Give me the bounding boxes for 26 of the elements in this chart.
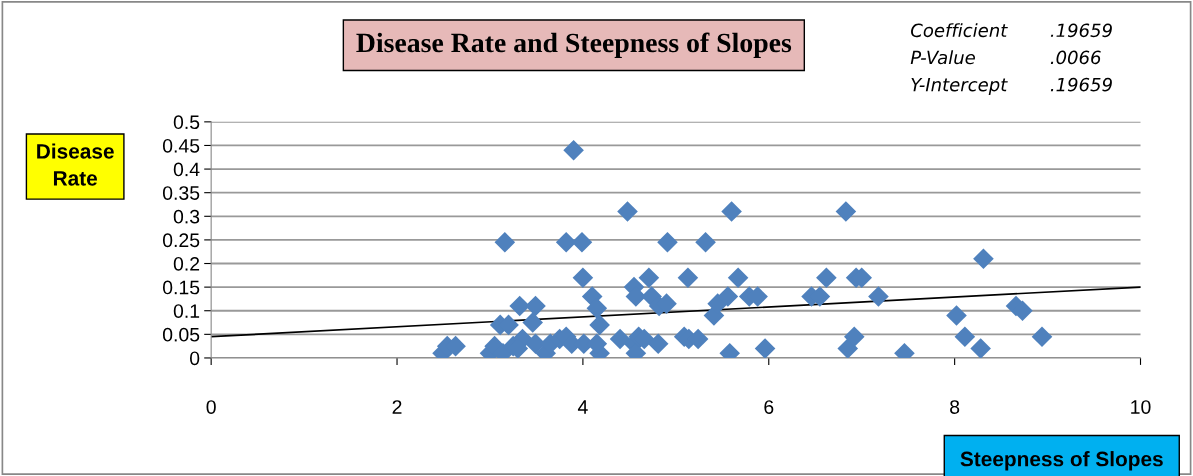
y-tick-label: 0.4 xyxy=(173,162,200,177)
text: Y-Intercept xyxy=(911,77,1008,95)
y-tick-label: 0 xyxy=(190,351,200,366)
y-axis-title: Disease Rate xyxy=(37,143,114,186)
x-tick-label: 0 xyxy=(206,400,216,414)
x-tick-label: 4 xyxy=(577,400,588,414)
y-tick-label: 0.1 xyxy=(173,304,200,318)
text: .19659 xyxy=(1050,77,1112,92)
text: .19659 xyxy=(1050,23,1112,38)
x-tick-label: 10 xyxy=(1131,400,1151,414)
y-tick-label: 0.05 xyxy=(162,327,200,342)
y-tick-label: 0.5 xyxy=(173,115,200,130)
y-tick-label: 0.25 xyxy=(162,233,200,248)
y-tick-label: 0.3 xyxy=(173,209,200,224)
y-tick-label: 0.2 xyxy=(173,256,200,271)
y-tick-label: 0.45 xyxy=(162,138,200,153)
x-axis-title: Steepness of Slopes xyxy=(960,451,1163,471)
y-tick-label: 0.15 xyxy=(162,280,200,295)
x-tick-label: 8 xyxy=(950,400,960,414)
x-tick-label: 2 xyxy=(392,400,402,414)
text: P-Value xyxy=(910,50,975,65)
x-tick-label: 6 xyxy=(764,400,774,414)
chart-title: Disease Rate and Steepness of Slopes xyxy=(356,32,792,58)
text: .0066 xyxy=(1050,50,1101,65)
text: Coefficient xyxy=(911,23,1008,38)
y-tick-label: 0.35 xyxy=(162,186,200,200)
